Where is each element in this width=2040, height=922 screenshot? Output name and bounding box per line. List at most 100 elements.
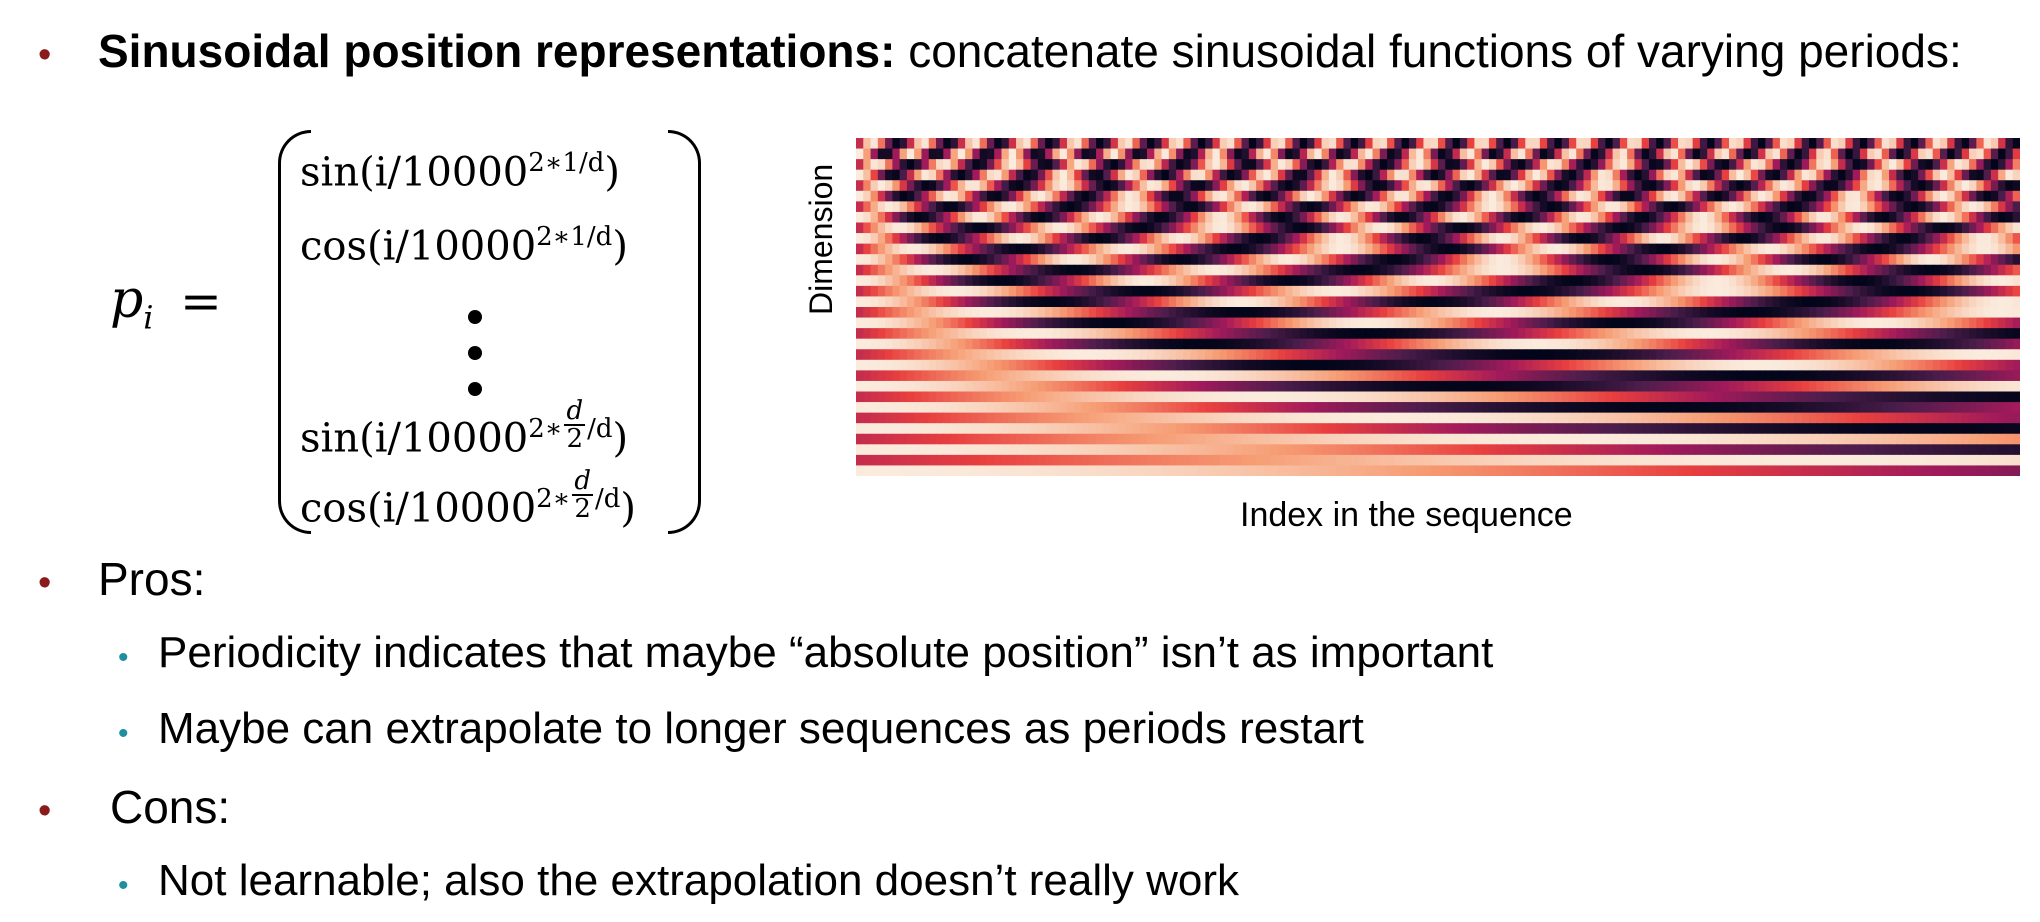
heatmap-cell	[1510, 317, 1519, 329]
heatmap-cell	[1059, 159, 1068, 171]
heatmap-cell	[1263, 412, 1272, 424]
heatmap-cell	[1394, 190, 1403, 202]
heatmap-cell	[1881, 370, 1890, 382]
heatmap-cell	[1234, 317, 1243, 329]
heatmap-cell	[1758, 190, 1766, 202]
heatmap-cell	[1939, 169, 1948, 181]
heatmap-cell	[1241, 349, 1250, 361]
heatmap-cell	[1947, 159, 1956, 171]
heatmap-cell	[1197, 338, 1206, 350]
heatmap-cell	[972, 465, 981, 476]
heatmap-cell	[1408, 328, 1417, 340]
heatmap-cell	[1547, 190, 1556, 202]
heatmap-cell	[1212, 338, 1221, 350]
heatmap-cell	[1408, 264, 1417, 276]
heatmap-cell	[1423, 317, 1432, 329]
heatmap-cell	[1634, 317, 1643, 329]
heatmap-cell	[928, 402, 937, 414]
heatmap-cell	[1277, 233, 1286, 245]
heatmap-cell	[1117, 338, 1126, 350]
heatmap-cell	[1918, 391, 1927, 403]
heatmap-cell	[2005, 328, 2014, 340]
heatmap-cell	[1168, 211, 1177, 224]
heatmap-cell	[994, 159, 1003, 171]
heatmap-cell	[1496, 201, 1505, 213]
heatmap-cell	[928, 391, 937, 403]
heatmap-cell	[1496, 402, 1505, 414]
heatmap-cell	[1801, 159, 1810, 171]
heatmap-cell	[1154, 148, 1163, 160]
heatmap-cell	[1081, 285, 1090, 298]
heatmap-cell	[1445, 402, 1454, 414]
heatmap-cell	[1394, 201, 1403, 213]
heatmap-cell	[921, 264, 930, 276]
heatmap-cell	[986, 211, 995, 224]
heatmap-cell	[986, 264, 995, 276]
heatmap-cell	[1205, 138, 1214, 150]
heatmap-cell	[1256, 338, 1265, 350]
heatmap-cell	[1248, 159, 1257, 171]
heatmap-cell	[1750, 444, 1759, 456]
heatmap-cell	[1576, 138, 1585, 150]
heatmap-cell	[1641, 233, 1650, 245]
heatmap-cell	[1634, 444, 1643, 456]
heatmap-cell	[1496, 412, 1505, 424]
heatmap-cell	[914, 412, 923, 424]
heatmap-cell	[1459, 201, 1468, 213]
heatmap-cell	[1612, 285, 1621, 298]
heatmap-cell	[1154, 159, 1163, 171]
heatmap-cell	[1037, 328, 1046, 340]
heatmap-cell	[1423, 380, 1432, 393]
heatmap-cell	[1008, 222, 1017, 234]
heatmap-cell	[863, 391, 872, 403]
heatmap-cell	[1139, 159, 1148, 171]
heatmap-cell	[1721, 138, 1730, 150]
heatmap-cell	[1903, 307, 1912, 319]
heatmap-cell	[1197, 307, 1206, 319]
heatmap-cell	[1336, 138, 1345, 150]
heatmap-cell	[1714, 423, 1723, 435]
heatmap-cell	[1052, 243, 1061, 255]
heatmap-cell	[1961, 338, 1970, 350]
heatmap-cell	[921, 433, 930, 445]
heatmap-cell	[1925, 233, 1934, 245]
heatmap-cell	[1270, 380, 1279, 393]
heatmap-cell	[1787, 254, 1796, 266]
heatmap-cell	[1648, 402, 1657, 414]
heatmap-cell	[1154, 328, 1163, 340]
heatmap-cell	[1947, 254, 1956, 266]
heatmap-cell	[1328, 201, 1337, 213]
heatmap-cell	[1539, 201, 1548, 213]
heatmap-cell	[885, 190, 893, 202]
heatmap-cell	[1576, 370, 1585, 382]
heatmap-cell	[1772, 264, 1781, 276]
heatmap-cell	[1554, 190, 1563, 202]
heatmap-cell	[1066, 201, 1075, 213]
heatmap-cell	[899, 317, 908, 329]
heatmap-cell	[1241, 190, 1250, 202]
heatmap-cell	[2012, 370, 2020, 382]
heatmap-cell	[856, 317, 864, 329]
heatmap-cell	[979, 233, 988, 245]
heatmap-cell	[1401, 254, 1410, 266]
heatmap-cell	[1721, 328, 1730, 340]
heatmap-cell	[1881, 254, 1890, 266]
heatmap-cell	[1583, 412, 1592, 424]
heatmap-cell	[1619, 243, 1628, 255]
heatmap-cell	[1401, 433, 1410, 445]
heatmap-cell	[1823, 254, 1832, 266]
heatmap-cell	[1714, 296, 1723, 308]
heatmap-cell	[1976, 370, 1985, 382]
heatmap-cell	[1387, 243, 1395, 255]
heatmap-cell	[906, 307, 915, 319]
heatmap-cell	[1088, 148, 1097, 160]
heatmap-cell	[1598, 254, 1606, 266]
heatmap-cell	[1110, 190, 1119, 202]
heatmap-cell	[972, 138, 981, 150]
heatmap-cell	[1205, 296, 1214, 308]
heatmap-cell	[1656, 296, 1665, 308]
heatmap-cell	[1059, 380, 1068, 393]
heatmap-cell	[1496, 180, 1505, 192]
heatmap-cell	[1110, 296, 1119, 308]
heatmap-cell	[1998, 275, 2007, 287]
